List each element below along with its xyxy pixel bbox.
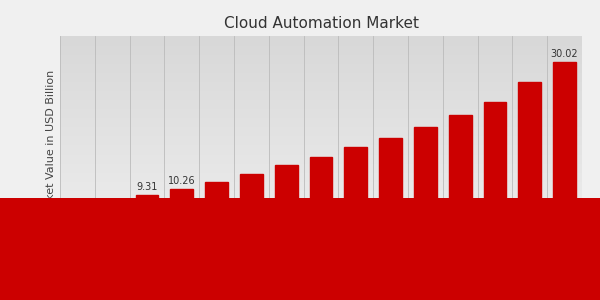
Bar [414, 128, 437, 255]
Bar [344, 147, 367, 255]
Text: 10.26: 10.26 [168, 176, 196, 186]
Y-axis label: Market Value in USD Billion: Market Value in USD Billion [46, 70, 56, 221]
Bar [170, 189, 193, 255]
Bar [101, 205, 124, 255]
Bar [449, 115, 472, 255]
Title: Cloud Automation Market: Cloud Automation Market [223, 16, 419, 31]
Text: 9.31: 9.31 [136, 182, 158, 193]
Bar [136, 195, 158, 255]
Bar [379, 138, 402, 255]
Bar [240, 174, 263, 255]
Text: 30.02: 30.02 [551, 49, 578, 59]
Bar [66, 213, 89, 255]
Bar [518, 82, 541, 255]
Bar [484, 102, 506, 255]
Bar [205, 182, 228, 255]
Bar [553, 61, 576, 255]
Bar [275, 166, 298, 255]
Bar [310, 157, 332, 255]
